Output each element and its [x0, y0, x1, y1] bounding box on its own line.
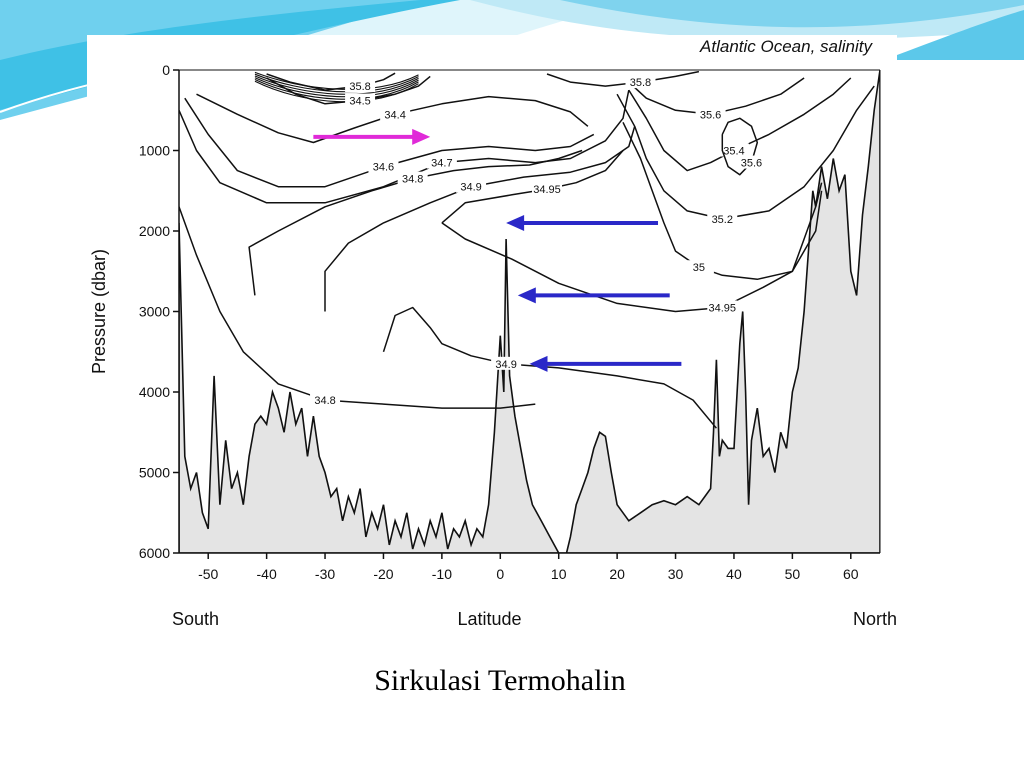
contour-label: 34.95 — [709, 302, 737, 314]
contour-label: 34.7 — [431, 158, 452, 170]
contour-label: 34.6 — [373, 162, 394, 174]
contour-line — [179, 206, 536, 409]
y-tick-label: 1000 — [139, 143, 170, 159]
contour-label: 34.9 — [460, 182, 481, 194]
contour-label: 35.6 — [741, 158, 762, 170]
x-axis-end-label-south: South — [172, 609, 219, 629]
x-tick-label: 10 — [551, 566, 567, 582]
contour-line — [254, 79, 419, 100]
contour-label: 35.6 — [700, 109, 721, 121]
chart-title: Atlantic Ocean, salinity — [699, 37, 873, 56]
contour-label: 35.4 — [723, 146, 744, 158]
seafloor-area — [179, 70, 880, 553]
contour-label: 34.95 — [533, 184, 561, 196]
contour-line — [628, 77, 852, 172]
circulation-arrow-head — [517, 287, 536, 304]
contour-label-bg — [345, 93, 376, 107]
y-tick-label: 0 — [162, 62, 170, 78]
circulation-arrow-head — [506, 214, 525, 231]
y-tick-label: 6000 — [139, 545, 170, 561]
y-axis-label: Pressure (dbar) — [89, 249, 109, 374]
x-tick-label: -50 — [198, 566, 218, 582]
contour-label-bg — [426, 155, 457, 169]
x-axis-label: Latitude — [457, 609, 521, 629]
contour-label-bg — [707, 211, 738, 225]
contour-line — [266, 72, 396, 91]
salinity-figure: 34.4 34.6 34.7 34.8 34.8 34.9 34.9 34.95 34.95 35… — [87, 35, 897, 640]
contour-label: 35.2 — [712, 214, 733, 226]
contour-label-bg — [491, 356, 522, 370]
circulation-arrow-head — [412, 128, 431, 145]
contour-line — [254, 77, 419, 98]
contour-line — [546, 70, 700, 87]
contour-label-bg — [695, 107, 726, 121]
x-tick-label: -20 — [373, 566, 393, 582]
x-tick-label: -30 — [315, 566, 335, 582]
contour-line — [324, 126, 636, 312]
y-tick-label: 5000 — [139, 465, 170, 481]
contour-label-bg — [368, 159, 399, 173]
contour-label: 34.8 — [314, 395, 335, 407]
contour-label-bg — [397, 171, 428, 185]
contour-line — [441, 182, 823, 313]
contour-label-bg — [736, 155, 767, 169]
salinity-section-chart: 34.4 34.6 34.7 34.8 34.8 34.9 34.9 34.95 34.95 35… — [89, 37, 897, 629]
slide-caption: Sirkulasi Termohalin — [374, 664, 626, 697]
contour-label-bg — [345, 79, 376, 93]
x-tick-label: 0 — [496, 566, 504, 582]
contour-label-bg — [707, 300, 738, 314]
contour-label-bg — [310, 393, 341, 407]
contour-label-bg — [456, 179, 487, 193]
y-tick-label: 4000 — [139, 384, 170, 400]
x-tick-label: 50 — [785, 566, 801, 582]
x-tick-label: 40 — [726, 566, 742, 582]
contour-label-bg — [532, 182, 563, 196]
y-tick-label: 2000 — [139, 223, 170, 239]
x-tick-label: 60 — [843, 566, 859, 582]
contour-label: 35.8 — [349, 81, 370, 93]
y-tick-label: 3000 — [139, 304, 170, 320]
contour-label-bg — [380, 107, 411, 121]
contour-line — [721, 117, 759, 176]
contour-line — [382, 306, 717, 429]
contour-label-bg — [625, 75, 656, 89]
contour-label: 34.5 — [349, 96, 370, 108]
circulation-arrow-head — [529, 355, 548, 372]
contour-line — [254, 75, 419, 95]
contour-label: 35.8 — [630, 77, 651, 89]
contour-label: 34.9 — [495, 359, 516, 371]
contour-label-bg — [718, 143, 749, 157]
x-tick-label: -10 — [432, 566, 452, 582]
contour-label: 35 — [693, 262, 705, 274]
contour-line — [254, 73, 419, 93]
contour-label: 34.8 — [402, 174, 423, 186]
x-tick-label: 20 — [609, 566, 625, 582]
x-axis-end-label-north: North — [853, 609, 897, 629]
x-tick-label: 30 — [668, 566, 684, 582]
x-tick-label: -40 — [257, 566, 277, 582]
contour-label-bg — [683, 260, 714, 274]
contour-label: 34.4 — [384, 109, 405, 121]
